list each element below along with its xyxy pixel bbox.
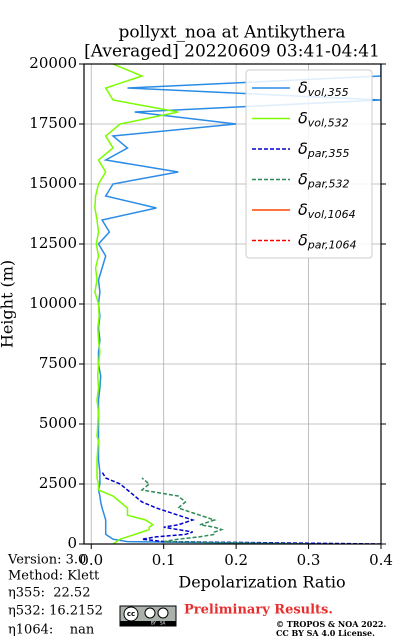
info-text: Version: 3.0 xyxy=(7,553,86,568)
x-tick-label: 0.4 xyxy=(369,551,393,569)
legend-label: δvol,532 xyxy=(298,108,349,130)
cc-logo: cc BY SA xyxy=(119,605,177,627)
legend-label: δpar,355 xyxy=(298,139,350,161)
y-tick-label: 12500 xyxy=(29,234,77,252)
preliminary-text: Preliminary Results. xyxy=(184,603,333,618)
x-tick-label: 0.1 xyxy=(152,551,176,569)
info-text: η1064: nan xyxy=(8,623,95,638)
y-axis-label: Height (m) xyxy=(0,260,17,348)
y-tick-label: 15000 xyxy=(29,174,77,192)
cc-text: cc xyxy=(127,610,135,618)
y-tick-label: 10000 xyxy=(29,294,77,312)
x-tick-label: 0.3 xyxy=(297,551,321,569)
legend-label: δvol,1064 xyxy=(298,200,356,222)
chart-title: pollyxt_noa at Antikythera xyxy=(118,23,345,43)
info-text: η355: 22.52 xyxy=(8,586,90,601)
y-tick-label: 5000 xyxy=(39,414,77,432)
legend-box xyxy=(245,69,373,259)
info-text: η532: 16.2152 xyxy=(8,604,103,619)
legend-label: δvol,355 xyxy=(298,78,349,100)
y-tick-label: 17500 xyxy=(29,114,77,132)
license-text: CC BY SA 4.0 License. xyxy=(276,628,375,638)
profile-line xyxy=(94,64,179,544)
x-tick-label: 0.0 xyxy=(79,551,103,569)
y-tick-label: 20000 xyxy=(29,54,77,72)
legend-label: δpar,532 xyxy=(298,169,350,191)
x-tick-label: 0.2 xyxy=(224,551,248,569)
x-axis-label: Depolarization Ratio xyxy=(178,573,345,592)
y-tick-label: 7500 xyxy=(39,354,77,372)
info-text: Method: Klett xyxy=(8,569,100,584)
plot-frame xyxy=(83,63,382,545)
sa-text: SA xyxy=(160,621,166,626)
by-text: BY xyxy=(151,621,157,626)
y-tick-label: 0 xyxy=(67,534,77,552)
copyright-text: © TROPOS & NOA 2022. xyxy=(276,619,386,629)
legend-label: δpar,1064 xyxy=(298,230,357,252)
y-tick-label: 2500 xyxy=(39,474,77,492)
profile-line xyxy=(97,64,381,544)
chart-subtitle: [Averaged] 20220609 03:41-04:41 xyxy=(84,42,380,62)
